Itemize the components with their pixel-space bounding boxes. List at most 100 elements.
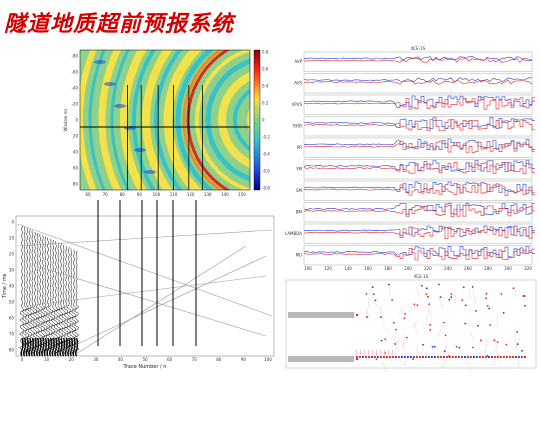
log-series-line [303, 140, 535, 153]
seismic-trace [66, 247, 72, 354]
seismic-wiggle-fill [67, 337, 71, 357]
reflection-heatmap: 0.8 0.6 0.4 0.2 0 -0.2 -0.4 -0.6 -0.8 60 70 80 90 100… [63, 50, 270, 198]
seismic-trace [55, 242, 62, 354]
scatter-ray [398, 307, 404, 316]
heatmap-y-tick-label: -20 [71, 102, 78, 107]
scatter-row-mark [356, 350, 357, 355]
scatter-ray [465, 361, 471, 372]
seismic-y-tick-label: 40 [9, 284, 15, 289]
scatter-point [524, 304, 527, 307]
scatter-ray [469, 331, 475, 341]
seismic-y-tick-label: 50 [9, 300, 15, 305]
scatter-point [500, 293, 503, 295]
scatter-row-mark [491, 356, 493, 358]
scatter-row-mark [376, 350, 377, 355]
scatter-row-mark [431, 356, 433, 358]
seismic-wiggle-fill [48, 337, 53, 357]
log-row: VPVS [292, 94, 535, 115]
scatter-row-mark [428, 356, 430, 358]
seismic-trace [58, 243, 64, 353]
seismic-wiggle-fill [72, 337, 76, 357]
reflector-scatter: XCE-1S [285, 274, 537, 372]
scatter-ray [495, 347, 500, 363]
heatmap-band [195, 50, 250, 190]
seismic-x-tick-label: 10 [44, 357, 50, 362]
log-label: MU [296, 252, 302, 257]
log-series-line [303, 79, 533, 85]
scatter-point [522, 295, 525, 297]
log-label: AVP [294, 59, 302, 64]
heatmap-y-tick-label: 0 [75, 118, 78, 123]
scatter-row-mark [360, 350, 361, 355]
scatter-row-mark [364, 350, 365, 355]
scatter-point [371, 286, 374, 289]
scatter-row-mark [425, 356, 427, 358]
scatter-row-mark [455, 356, 457, 358]
colorbar-tick-label: 0.6 [262, 67, 269, 72]
scatter-ray [517, 353, 520, 369]
heatmap-band [163, 50, 203, 190]
scatter-row-mark [467, 356, 469, 358]
scatter-row-mark [503, 356, 505, 358]
colorbar-tick-label: -0.8 [262, 186, 270, 191]
scatter-ray [365, 307, 370, 319]
log-row: AVP [294, 51, 533, 72]
scatter-row-mark [410, 356, 412, 358]
scatter-point [375, 358, 378, 360]
heatmap-band [175, 50, 215, 190]
scatter-point [512, 287, 515, 290]
scatter-point [420, 284, 423, 287]
scatter-row-mark [437, 356, 439, 358]
heatmap-band [218, 72, 250, 168]
scatter-point [450, 296, 453, 299]
heatmap-band [120, 50, 147, 190]
scatter-row-mark [422, 356, 424, 358]
heatmap-x-tick-label: 100 [153, 192, 161, 197]
seismic-y-tick-label: 30 [9, 268, 15, 273]
scatter-row-mark [509, 356, 511, 358]
log-series-line [303, 183, 535, 196]
heatmap-low-spot [134, 148, 146, 152]
seismic-trace [40, 235, 46, 354]
scatter-point [486, 305, 489, 307]
log-row: SM [296, 180, 535, 201]
scatter-ray [437, 324, 443, 338]
seismic-wiggle-fill [43, 337, 48, 357]
scatter-row-mark [359, 356, 361, 358]
scatter-point [461, 299, 464, 302]
heatmap-low-spot [94, 60, 106, 64]
scatter-point [388, 283, 390, 286]
scatter-row-mark [389, 356, 391, 358]
scatter-point [422, 343, 424, 346]
scatter-point [365, 293, 368, 295]
scatter-point [384, 338, 387, 341]
scatter-point [426, 295, 429, 298]
heatmap-x-tick-label: 110 [170, 192, 178, 197]
scatter-point [442, 321, 445, 324]
log-label: AVS [294, 80, 302, 85]
seismic-wiggle-fill [41, 337, 45, 357]
scatter-row-mark [452, 356, 454, 358]
colorbar-tick-label: 0.4 [262, 84, 269, 89]
scatter-ray [392, 334, 397, 346]
scatter-ray [412, 319, 419, 328]
scatter-ray [441, 344, 448, 361]
heatmap-x-tick-label: 140 [221, 192, 229, 197]
scatter-row-mark [380, 350, 381, 355]
logs-x-tick-label: 180 [384, 266, 392, 271]
seismic-wiggle-fill [61, 337, 66, 357]
scatter-row-mark [470, 356, 472, 358]
scatter-point [404, 313, 406, 315]
scatter-point [405, 336, 408, 339]
logs-x-tick-label: 280 [484, 266, 492, 271]
scatter-ray [425, 309, 429, 322]
log-frame [303, 51, 533, 72]
log-row: RHO [293, 116, 535, 137]
log-label: RHO [293, 123, 302, 128]
scatter-point [380, 339, 383, 342]
seismic-trace [42, 236, 49, 353]
log-row: BM [296, 202, 535, 223]
log-row: LAMBDA [285, 223, 535, 244]
seismic-record-panel: 0 10 20 30 40 50 60 70 80 90 100 0 10 20 30 40 50 60 70 80 T… [0, 210, 282, 370]
seismic-event-line [75, 245, 247, 355]
